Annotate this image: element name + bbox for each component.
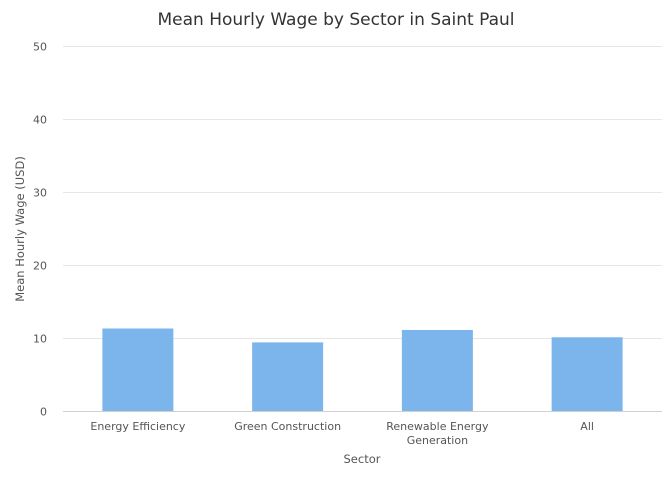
x-tick-label: Renewable Energy Generation xyxy=(386,420,489,447)
y-tick-label: 20 xyxy=(33,260,47,273)
y-axis-title: Mean Hourly Wage (USD) xyxy=(13,156,27,302)
x-tick-label: Green Construction xyxy=(234,420,341,433)
x-tick-label-line: Generation xyxy=(407,434,468,447)
bar[interactable] xyxy=(102,328,174,411)
x-tick-label-line: Energy Efficiency xyxy=(90,420,185,433)
y-tick-labels: 0 10 20 30 40 50 xyxy=(33,41,47,419)
bar[interactable] xyxy=(551,337,623,411)
x-tick-label: All xyxy=(580,420,594,433)
x-axis-title: Sector xyxy=(344,452,381,466)
bar[interactable] xyxy=(252,342,324,411)
x-tick-label: Energy Efficiency xyxy=(90,420,185,433)
x-tick-label-line: Green Construction xyxy=(234,420,341,433)
bars xyxy=(102,328,623,411)
x-tick-label-line: All xyxy=(580,420,594,433)
y-tick-label: 40 xyxy=(33,114,47,127)
chart-title: Mean Hourly Wage by Sector in Saint Paul xyxy=(157,10,514,30)
y-tick-label: 10 xyxy=(33,333,47,346)
y-tick-label: 0 xyxy=(40,406,47,419)
x-tick-labels: Energy Efficiency Green Construction Renew… xyxy=(90,420,594,447)
bar[interactable] xyxy=(401,329,473,411)
y-tick-label: 50 xyxy=(33,41,47,54)
x-tick-label-line: Renewable Energy xyxy=(386,420,489,433)
y-tick-label: 30 xyxy=(33,187,47,200)
